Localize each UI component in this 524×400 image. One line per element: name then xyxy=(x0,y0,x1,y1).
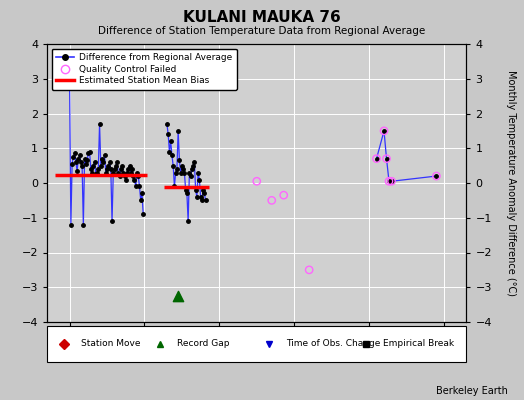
Point xyxy=(174,293,182,299)
FancyBboxPatch shape xyxy=(47,326,466,362)
Point xyxy=(432,173,441,179)
Point xyxy=(387,178,396,184)
Legend: Difference from Regional Average, Quality Control Failed, Estimated Station Mean: Difference from Regional Average, Qualit… xyxy=(52,48,236,90)
Text: KULANI MAUKA 76: KULANI MAUKA 76 xyxy=(183,10,341,25)
Text: Station Move: Station Move xyxy=(81,340,140,348)
Point xyxy=(373,156,381,162)
Text: Difference of Station Temperature Data from Regional Average: Difference of Station Temperature Data f… xyxy=(99,26,425,36)
Point xyxy=(305,267,313,273)
Point xyxy=(253,178,261,184)
Text: Record Gap: Record Gap xyxy=(177,340,230,348)
Point xyxy=(385,178,393,184)
Point xyxy=(380,128,388,134)
Point xyxy=(279,192,288,198)
Text: Empirical Break: Empirical Break xyxy=(383,340,454,348)
Y-axis label: Monthly Temperature Anomaly Difference (°C): Monthly Temperature Anomaly Difference (… xyxy=(506,70,516,296)
Point xyxy=(268,197,276,204)
Point xyxy=(383,156,391,162)
Text: Time of Obs. Change: Time of Obs. Change xyxy=(286,340,380,348)
Text: Berkeley Earth: Berkeley Earth xyxy=(436,386,508,396)
